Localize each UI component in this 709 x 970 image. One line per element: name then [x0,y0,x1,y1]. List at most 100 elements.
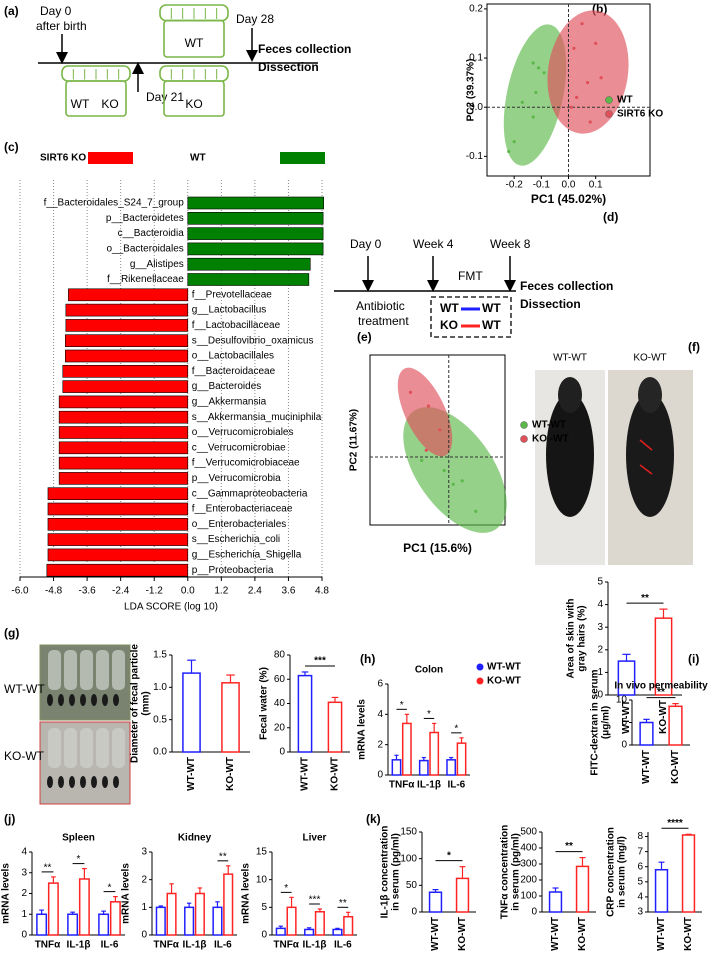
tube [80,728,93,768]
panel-label: (i) [688,652,699,666]
x-tick-label: KO-WT [225,757,236,791]
x-tick-label: 0.0 [181,586,195,597]
y-axis-label: (μg/ml) [601,706,612,739]
photo-label: WT-WT [4,682,45,696]
y-tick-label: 4 [21,847,27,858]
fmt-box [430,296,512,338]
y-tick-label: 1.0 [153,682,167,693]
label: after birth [36,19,87,33]
cage-icon [159,4,229,58]
bar [639,721,654,746]
bar [401,722,412,776]
category-label: p__Verrucomicrobia [192,473,281,484]
label: Week 4 [413,237,454,251]
y-tick-label: 100 [520,891,537,902]
bar [36,913,48,936]
y-tick-label: 5 [597,577,603,588]
x-tick-label: IL-1β [417,780,441,791]
bar [58,395,189,409]
pellet [69,776,75,788]
significance-label: * [447,850,451,861]
photo-label: KO-WT [633,353,666,364]
label: Dissection [258,60,319,74]
point [520,100,524,104]
category-label: f__Bacteroidales_S24_7_group [44,198,185,209]
significance-label: * [108,882,112,893]
bar [98,913,110,936]
y-tick-label: 150 [400,827,417,838]
y-tick-label: 2 [21,888,27,899]
point [531,61,535,65]
legend-swatch [88,152,133,164]
y-axis-label: mRNA levels [121,863,132,924]
y-tick-label: 10 [256,874,268,885]
y-axis-label: Area of skin with [566,598,577,678]
bar [304,928,315,936]
category-label: c__Verrucomicrobiae [192,442,286,453]
x-axis-label: PC1 (45.02%) [531,192,606,206]
bar [47,517,189,531]
tube [112,650,125,690]
significance-label: * [284,883,288,894]
pellet [80,776,86,788]
y-tick-label: 40 [274,698,286,709]
y-tick-label: 4 [377,709,383,720]
y-tick-label: 200 [520,875,537,886]
photo-label: WT-WT [553,353,587,364]
label: Day 21 [146,90,184,104]
point [424,448,428,452]
label: FMT [458,269,483,283]
label: Feces collection [520,279,613,293]
y-tick-label: 8 [637,831,643,842]
y-axis-label: Diameter of fecal particle [130,644,141,763]
legend-marker [520,421,528,429]
significance-label: ** [657,687,665,698]
label: WT [482,301,501,315]
legend-marker [605,96,613,104]
bar [446,759,457,776]
y-tick-label: 0.5 [153,714,167,725]
panel-label: (h) [360,652,375,666]
bar [166,892,177,936]
bar [223,873,234,936]
significance-label: * [77,854,81,865]
legend-label: KO -WT [532,434,569,445]
y-tick-label: 0.0 [153,747,167,758]
x-tick-label: WT-WT [186,757,197,791]
panel-label: (c) [4,140,19,154]
bar [212,906,223,936]
category-label: p__Proteobacteria [192,565,274,576]
point [575,95,579,99]
x-tick-label: WT-WT [300,757,311,791]
legend-label: SIRT6 KO [617,109,663,120]
x-tick-label: -0.2 [506,180,524,191]
bar [182,672,201,753]
pellet [47,694,53,706]
pellet [102,694,108,706]
bar [391,759,402,776]
bar [654,868,669,913]
arrow [639,464,653,475]
bar [65,349,189,363]
pellet [58,776,64,788]
y-axis-label: gray hairs (%) [577,605,588,671]
y-tick-label: 1 [21,909,27,920]
point [531,115,535,119]
y-tick-label: 80 [274,650,286,661]
bar [343,915,354,936]
photo-label: KO-WT [4,749,45,763]
x-tick-label: -0.1 [533,180,551,191]
x-tick-label: IL-6 [334,940,352,951]
bar [187,273,310,286]
bar [184,906,195,936]
x-axis-label: LDA SCORE (log 10) [124,602,218,613]
panel-label: (f) [688,340,700,354]
panel-label: (d) [603,210,618,224]
x-tick-label: KO-WT [330,757,341,791]
point [569,105,573,109]
category-label: g__Lactobacillus [192,305,267,316]
legend-marker [520,435,528,443]
y-tick-label: 0 [621,740,627,751]
panel-label: (e) [357,330,372,344]
